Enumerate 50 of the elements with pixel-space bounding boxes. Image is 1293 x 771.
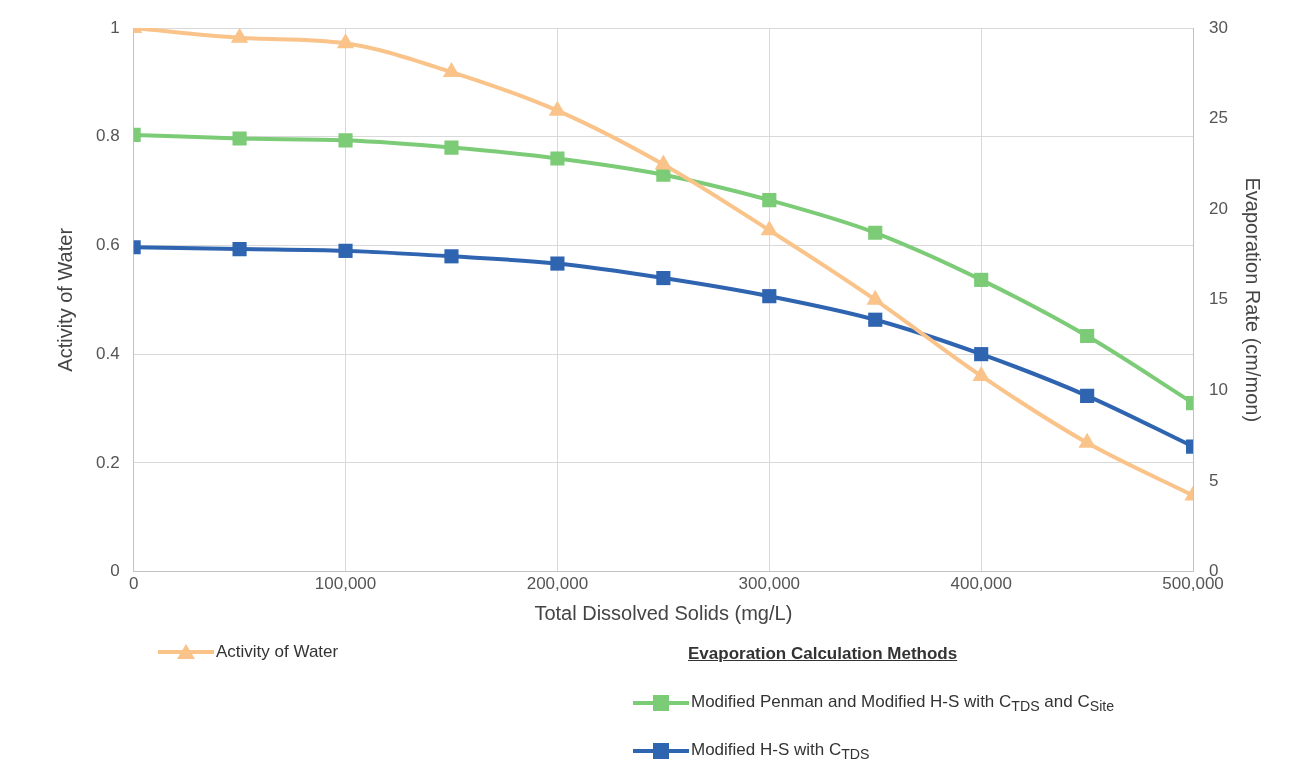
point xyxy=(338,133,353,148)
point xyxy=(1080,328,1095,344)
point xyxy=(336,33,355,49)
point xyxy=(868,225,883,240)
y2-tick-label: 15 xyxy=(1209,289,1229,309)
point xyxy=(232,241,247,257)
x-tick-label: 400,000 xyxy=(950,574,1012,594)
y2-tick-label: 30 xyxy=(1209,17,1229,37)
point xyxy=(550,256,565,271)
y-tick-label: 0.8 xyxy=(95,126,120,146)
point xyxy=(444,249,459,264)
point xyxy=(1080,388,1095,403)
y2-tick-label: 20 xyxy=(1209,198,1229,218)
x-tick-label: 300,000 xyxy=(738,574,801,594)
legend-label: Modified Penman and Modified H-S with C$_{TDS}$ and C$_{Site}$ xyxy=(691,692,1115,715)
point xyxy=(972,365,990,381)
y-tick-label: 0.4 xyxy=(95,343,120,363)
y-tick-label: 1 xyxy=(110,17,120,37)
point xyxy=(442,62,461,78)
point xyxy=(866,289,884,305)
y-tick-label: 0.6 xyxy=(95,235,120,255)
point xyxy=(654,154,673,170)
x-tick-label: 0 xyxy=(128,574,139,594)
y-axis-title: Activity of Water xyxy=(53,227,76,372)
legend-label: Activity of Water xyxy=(216,642,339,662)
y2-tick-label: 5 xyxy=(1209,470,1219,490)
point xyxy=(338,243,353,258)
point xyxy=(760,220,778,236)
point xyxy=(762,289,777,304)
y-tick-label: 0 xyxy=(110,561,120,581)
point xyxy=(230,28,249,43)
point xyxy=(550,151,565,166)
x-tick-label: 200,000 xyxy=(526,574,589,594)
x-tick-label: 100,000 xyxy=(314,574,377,594)
point xyxy=(232,131,247,146)
y-tick-label: 0.2 xyxy=(95,452,120,472)
y2-axis-title: Evaporation Rate (cm/mon) xyxy=(1242,177,1265,423)
legend-title: Evaporation Calculation Methods xyxy=(688,644,958,664)
y2-tick-label: 25 xyxy=(1209,108,1229,128)
y2-tick-label: 10 xyxy=(1209,380,1229,400)
point xyxy=(868,312,883,327)
point xyxy=(1078,432,1096,448)
x-axis-title: Total Dissolved Solids (mg/L) xyxy=(534,601,793,624)
point xyxy=(656,270,671,286)
point xyxy=(656,167,671,182)
point xyxy=(444,140,459,155)
point xyxy=(974,272,989,287)
point xyxy=(974,347,989,362)
legend-label: Modified H-S with C$_{TDS}$ xyxy=(691,740,870,763)
point xyxy=(762,193,777,208)
